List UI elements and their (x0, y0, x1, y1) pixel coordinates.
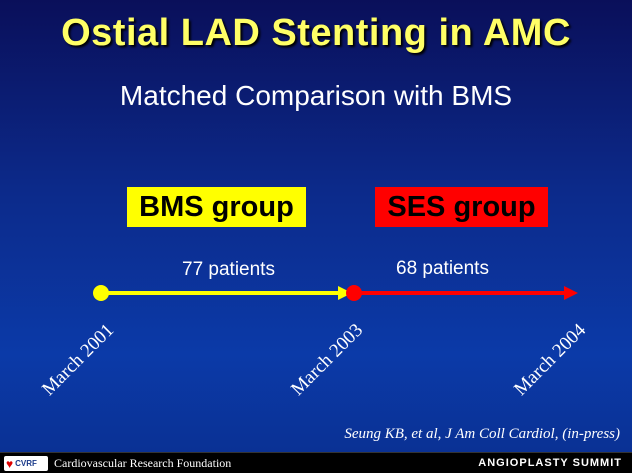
slide-title: Ostial LAD Stenting in AMC (61, 12, 571, 54)
bms-patient-count: 77 patients (182, 259, 275, 280)
ses-group-label: SES group (375, 187, 548, 227)
ses-patient-count: 68 patients (396, 258, 489, 279)
cvrf-logo: ♥ CVRF (4, 456, 48, 471)
slide-subtitle: Matched Comparison with BMS (119, 80, 513, 111)
ses-arrowhead-icon (564, 286, 578, 300)
organization-name: Cardiovascular Research Foundation (54, 456, 232, 470)
start-point-marker (93, 285, 109, 301)
mid-point-marker (346, 285, 362, 301)
bms-arrowhead-icon (338, 286, 352, 300)
event-name: ANGIOPLASTY SUMMIT (478, 457, 622, 469)
bms-group-label: BMS group (127, 187, 306, 227)
heart-icon: ♥ (6, 456, 14, 471)
logo-text: CVRF (15, 459, 37, 468)
footer-bar: ♥ CVRF Cardiovascular Research Foundatio… (0, 452, 632, 473)
citation: Seung KB, et al, J Am Coll Cardiol, (in-… (344, 426, 620, 442)
